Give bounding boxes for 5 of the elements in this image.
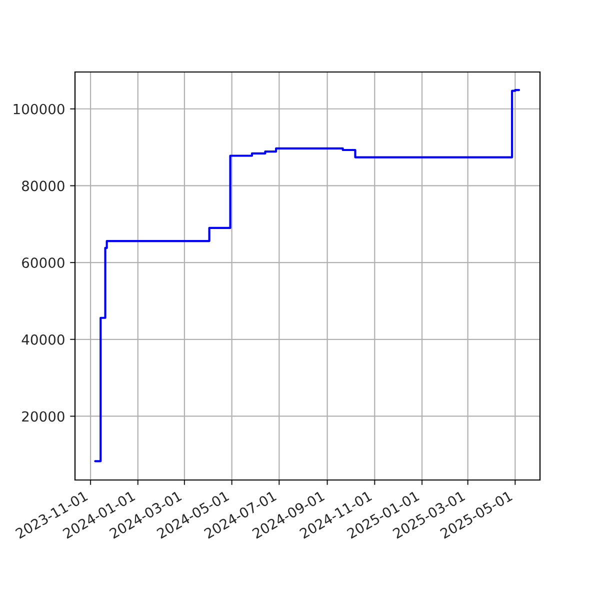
y-tick-label: 40000 [22, 334, 64, 345]
y-tick-label: 60000 [22, 258, 64, 268]
y-tick-label: 20000 [22, 411, 64, 422]
y-tick-label: 80000 [22, 180, 64, 192]
y-tick-label: 100000 [14, 104, 64, 114]
